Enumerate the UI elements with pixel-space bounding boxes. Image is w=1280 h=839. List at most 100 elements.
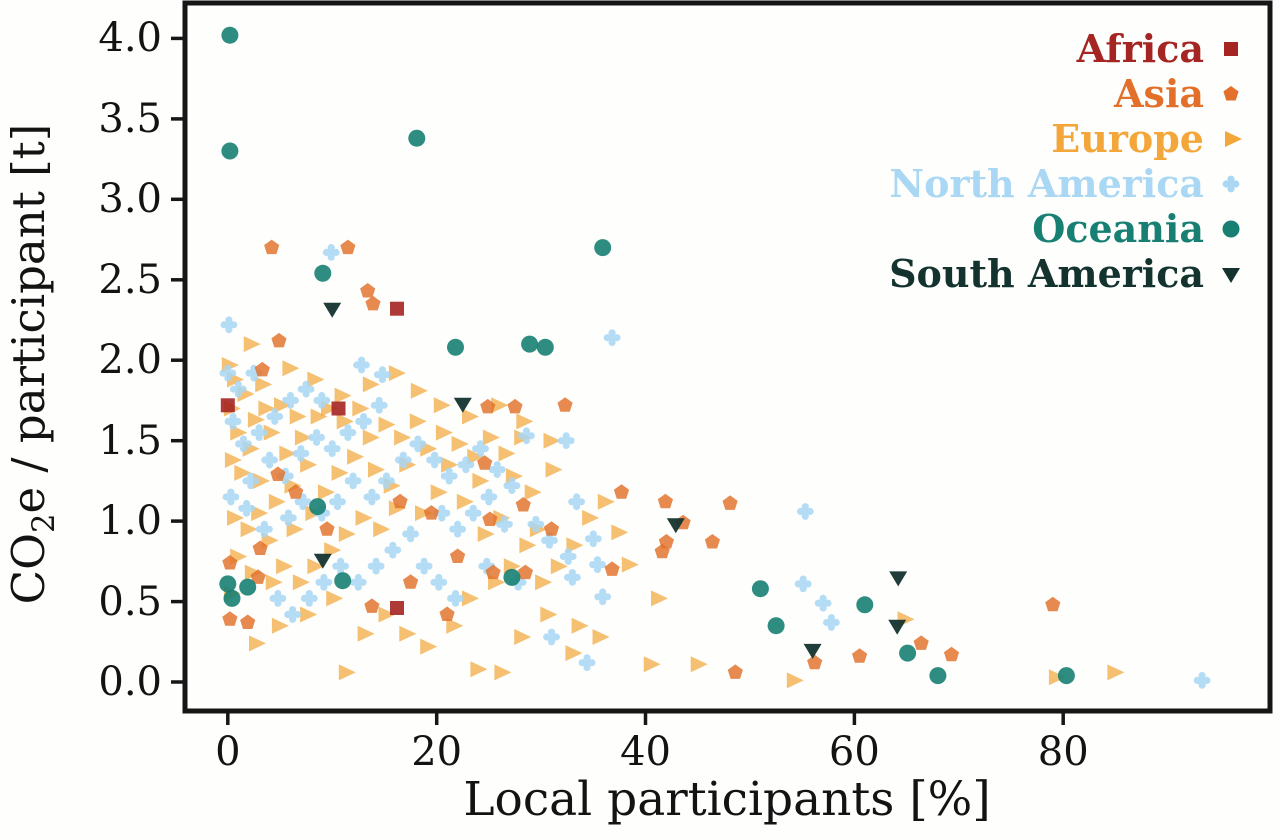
legend-label-south-america: South America	[889, 251, 1204, 296]
data-point-europe	[1048, 669, 1066, 686]
data-point-europe	[516, 413, 534, 430]
data-point-europe	[282, 360, 300, 377]
data-point-north-america	[370, 396, 388, 414]
data-point-north-america	[527, 515, 545, 533]
data-point-asia	[222, 555, 238, 570]
data-point-north-america	[814, 594, 832, 612]
data-point-north-america	[297, 380, 315, 398]
data-point-europe	[227, 509, 244, 526]
data-point-north-america	[261, 451, 278, 469]
data-point-asia	[557, 397, 573, 412]
data-point-asia	[360, 283, 376, 298]
data-point-asia	[270, 466, 286, 481]
y-axis-label-suffix: e / participant [t]	[2, 123, 55, 514]
data-point-north-america	[426, 451, 443, 469]
data-point-north-america	[282, 392, 299, 409]
data-point-europe	[234, 464, 252, 481]
data-point-north-america	[242, 472, 260, 490]
data-point-north-america	[472, 440, 489, 458]
data-point-north-america	[363, 488, 381, 506]
data-point-asia	[807, 654, 823, 670]
data-point-north-america	[292, 445, 310, 462]
data-point-europe	[338, 664, 356, 681]
data-point-oceania	[503, 568, 521, 586]
data-point-north-america	[374, 366, 391, 384]
x-tick-label-2: 40	[620, 729, 671, 775]
x-tick-label-0: 0	[215, 729, 241, 775]
data-point-europe	[224, 452, 242, 468]
data-point-europe	[543, 432, 561, 449]
data-point-europe	[289, 408, 307, 425]
data-point-europe	[244, 564, 262, 581]
data-point-europe	[467, 448, 485, 465]
data-point-europe	[456, 493, 474, 510]
data-point-north-america	[238, 499, 255, 517]
data-point-europe	[326, 590, 344, 607]
data-point-south-america	[666, 518, 685, 534]
legend-row-europe: Europe	[1051, 116, 1246, 161]
data-point-europe	[255, 376, 273, 393]
x-axis-label: Local participants [%]	[463, 772, 991, 827]
data-point-north-america	[313, 392, 331, 409]
data-point-north-america	[322, 244, 340, 261]
data-point-europe	[643, 656, 661, 673]
data-point-asia	[543, 521, 560, 536]
data-point-north-america	[409, 435, 427, 453]
data-point-europe	[441, 456, 459, 473]
africa-legend-marker-icon	[1224, 41, 1238, 56]
data-point-europe	[368, 461, 385, 478]
data-point-north-america	[355, 413, 372, 430]
data-point-north-america	[349, 573, 367, 591]
data-point-asia	[722, 495, 738, 510]
data-point-north-america	[564, 569, 581, 586]
data-point-north-america	[480, 488, 498, 506]
south-america-legend-marker-icon	[1222, 267, 1240, 283]
data-point-europe	[451, 435, 469, 452]
asia-legend-marker-icon	[1223, 85, 1239, 100]
data-point-europe	[494, 664, 512, 681]
data-point-europe	[274, 397, 291, 414]
data-point-europe	[1107, 664, 1125, 681]
data-point-europe	[338, 526, 356, 542]
data-point-europe	[362, 429, 380, 446]
data-point-north-america	[603, 329, 621, 347]
data-point-africa	[390, 301, 404, 316]
data-point-north-america	[339, 424, 357, 441]
data-point-asia	[482, 511, 498, 526]
legend-label-europe: Europe	[1051, 116, 1204, 161]
data-point-europe	[433, 397, 451, 414]
data-point-oceania	[536, 338, 554, 356]
data-point-asia	[365, 295, 381, 311]
data-point-europe	[247, 411, 265, 428]
data-point-europe	[550, 558, 568, 575]
oceania-legend-marker-icon	[1222, 220, 1240, 237]
data-point-asia	[439, 606, 455, 621]
data-point-europe	[347, 448, 365, 465]
data-point-north-america	[329, 493, 346, 511]
north-america-legend-marker-icon	[1222, 175, 1240, 192]
data-point-europe	[243, 336, 261, 353]
data-point-europe	[258, 400, 276, 417]
data-point-europe	[592, 629, 610, 645]
data-point-asia	[392, 493, 408, 509]
data-point-north-america	[568, 493, 586, 511]
data-point-oceania	[221, 142, 239, 160]
data-point-oceania	[408, 129, 426, 147]
data-point-north-america	[332, 557, 349, 575]
data-point-north-america	[464, 504, 482, 522]
data-point-asia	[913, 635, 929, 650]
y-tick-label-0: 0.0	[98, 659, 162, 706]
data-point-europe	[249, 635, 266, 652]
data-point-europe	[524, 484, 542, 501]
data-point-europe	[409, 413, 427, 430]
data-point-europe	[540, 606, 558, 623]
data-point-europe	[519, 537, 537, 554]
data-point-europe	[251, 505, 269, 522]
data-point-oceania	[239, 578, 257, 596]
europe-legend-marker-icon	[1225, 130, 1242, 147]
data-point-europe	[651, 590, 668, 607]
data-point-africa	[390, 601, 404, 615]
data-point-asia	[222, 611, 238, 626]
legend-label-oceania: Oceania	[1032, 206, 1204, 251]
